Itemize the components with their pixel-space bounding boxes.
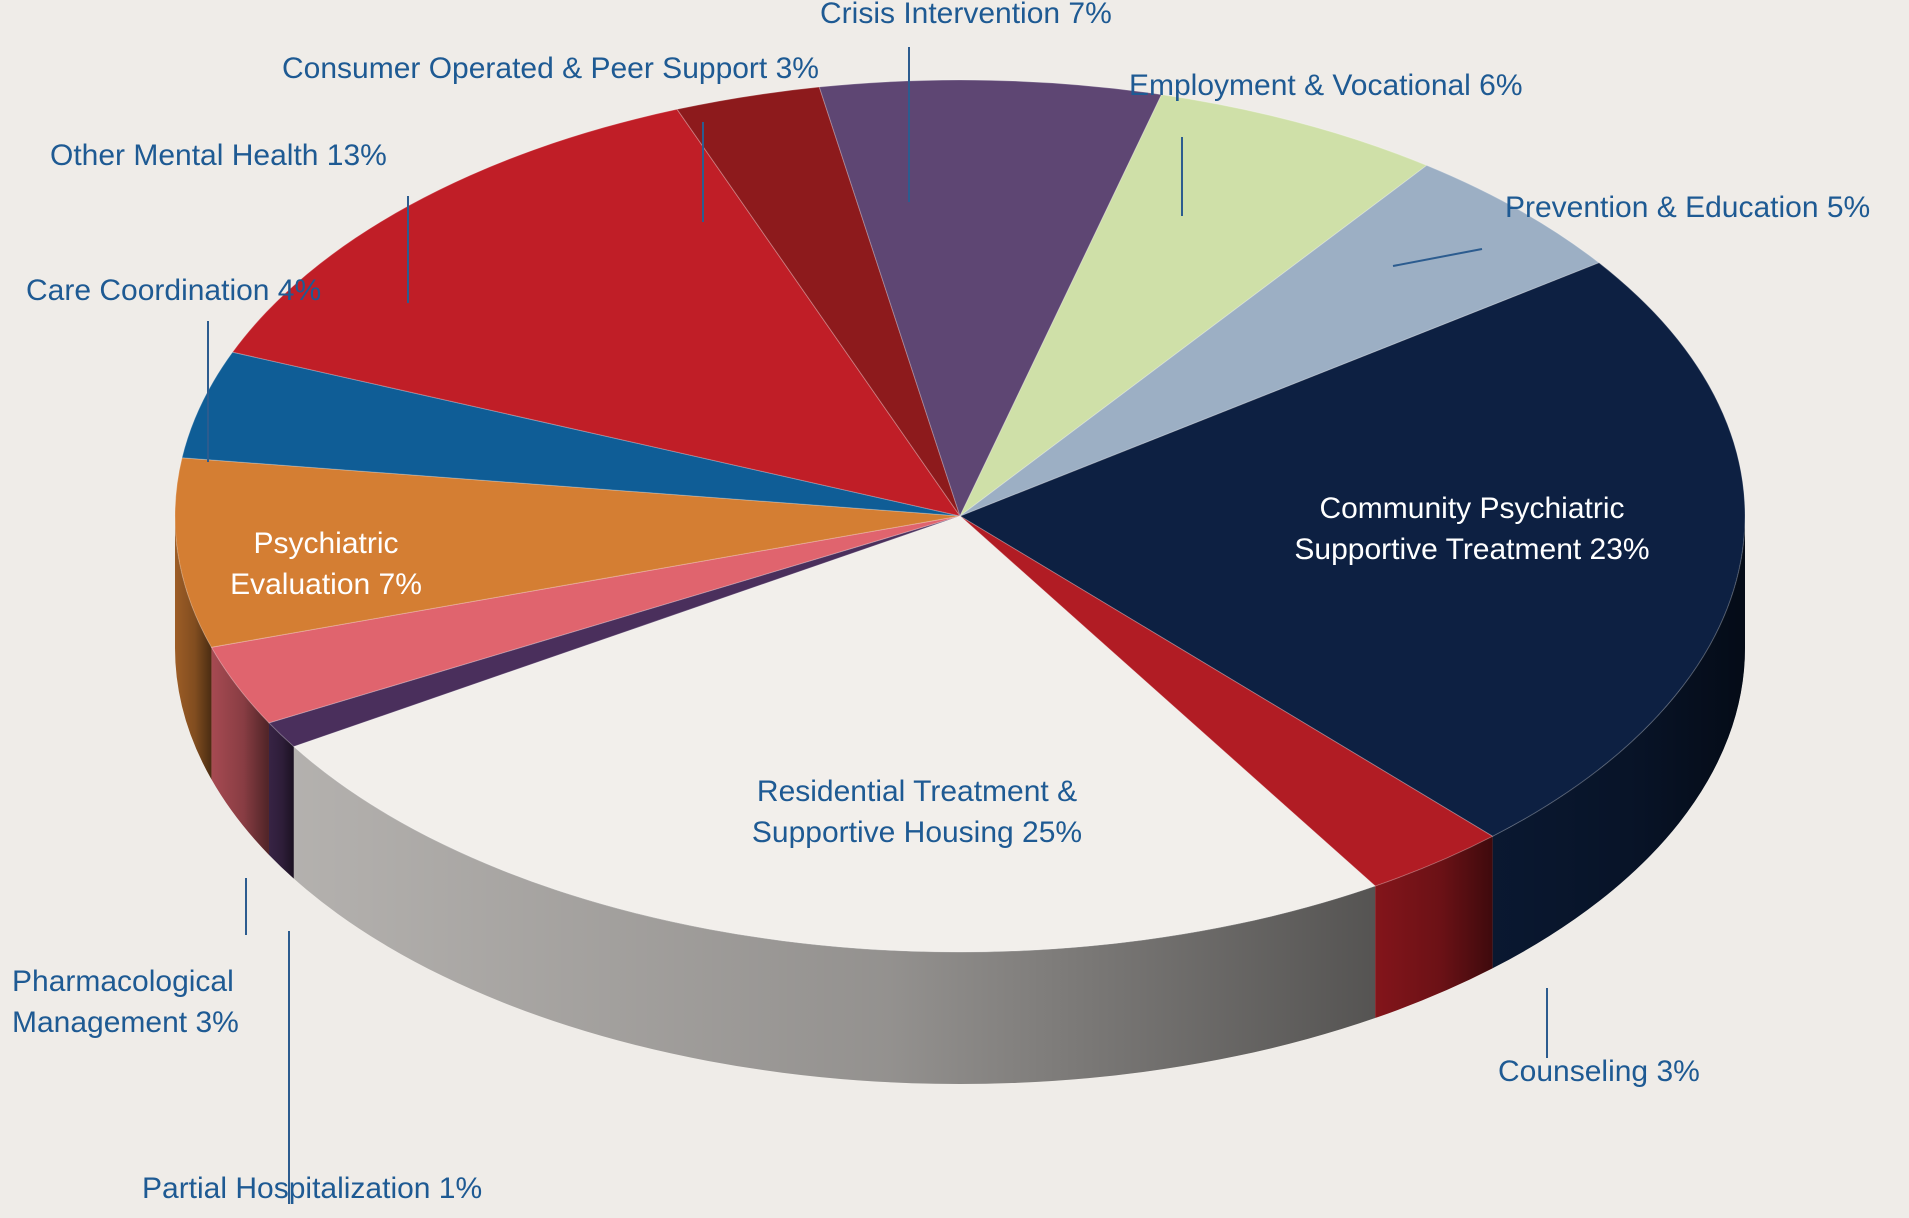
slice-label-line: Community Psychiatric — [1319, 492, 1624, 525]
pie-slice-prevention-and-education — [959, 164, 1600, 517]
slice-label-prevention-and-education: Prevention & Education 5% — [1505, 191, 1870, 224]
slice-label-line: Other Mental Health 13% — [50, 139, 387, 172]
slice-label-line: Psychiatric — [253, 527, 398, 560]
pie-slice-pharmacological-management — [210, 515, 961, 724]
pie-side-shade-pharmacological-management — [211, 647, 269, 855]
slice-label-psychiatric-evaluation: Psychiatric Evaluation 7% — [230, 527, 422, 601]
slice-label-consumer-operated-and-peer-support: Consumer Operated & Peer Support 3% — [282, 52, 819, 85]
pie-side-shade-counseling — [1375, 836, 1493, 1019]
slice-label-line: Partial Hospitalization 1% — [142, 1172, 482, 1205]
pie-slice-partial-hospitalization — [268, 515, 961, 748]
pie-slice-psychiatric-evaluation — [174, 457, 961, 648]
slice-label-employment-and-vocational: Employment & Vocational 6% — [1129, 69, 1523, 102]
labels-group: Community Psychiatric Supportive Treatmen… — [12, 0, 1870, 1205]
leader-line-prevention-and-education — [1392, 248, 1483, 267]
slice-label-line: Prevention & Education 5% — [1505, 191, 1870, 224]
slice-label-other-mental-health: Other Mental Health 13% — [50, 139, 387, 172]
slice-label-line: Residential Treatment & — [757, 775, 1077, 808]
pie-top-group — [174, 79, 1746, 953]
slice-label-community-psychiatric-supportive-treatment: Community Psychiatric Supportive Treatmen… — [1294, 492, 1649, 566]
slice-label-pharmacological-management: Pharmacological Management 3% — [12, 965, 239, 1039]
slice-label-line: Crisis Intervention 7% — [820, 0, 1112, 30]
slice-label-residential-treatment-and-supportive-housing: Residential Treatment & Supportive Housin… — [752, 775, 1082, 849]
slice-label-line: Supportive Housing 25% — [752, 816, 1082, 849]
pie-slice-employment-and-vocational — [959, 94, 1428, 517]
pie-slice-care-coordination — [181, 351, 961, 517]
slice-label-line: Employment & Vocational 6% — [1129, 69, 1523, 102]
pie-slice-crisis-intervention — [818, 79, 1163, 518]
slice-label-line: Supportive Treatment 23% — [1294, 533, 1649, 566]
slice-label-crisis-intervention: Crisis Intervention 7% — [820, 0, 1112, 30]
slice-label-line: Evaluation 7% — [230, 568, 422, 601]
pie-side-shade-psychiatric-evaluation — [175, 516, 212, 780]
leader-lines-group — [207, 47, 1548, 1204]
slice-label-line: Consumer Operated & Peer Support 3% — [282, 52, 819, 85]
pie-slice-community-psychiatric-supportive-treatment — [958, 262, 1746, 837]
pie-side-group — [175, 516, 1745, 1084]
slice-label-line: Management 3% — [12, 1006, 239, 1039]
pie-slice-consumer-operated-and-peer-support — [676, 86, 961, 517]
slice-label-partial-hospitalization: Partial Hospitalization 1% — [142, 1172, 482, 1205]
pie-slice-other-mental-health — [231, 108, 962, 517]
pie-side-shade-residential-treatment-and-supportive-housing — [293, 746, 1376, 1084]
pie-slice-counseling — [959, 515, 1494, 887]
slice-label-care-coordination: Care Coordination 4% — [26, 274, 321, 307]
pie-slice-residential-treatment-and-supportive-housing — [292, 515, 1377, 953]
slice-label-counseling: Counseling 3% — [1498, 1055, 1700, 1088]
pie-side-shade-community-psychiatric-supportive-treatment — [1492, 516, 1745, 969]
pie-side-shade-partial-hospitalization — [268, 722, 294, 879]
slice-label-line: Care Coordination 4% — [26, 274, 321, 307]
slice-label-line: Counseling 3% — [1498, 1055, 1700, 1088]
slice-label-line: Pharmacological — [12, 965, 234, 998]
